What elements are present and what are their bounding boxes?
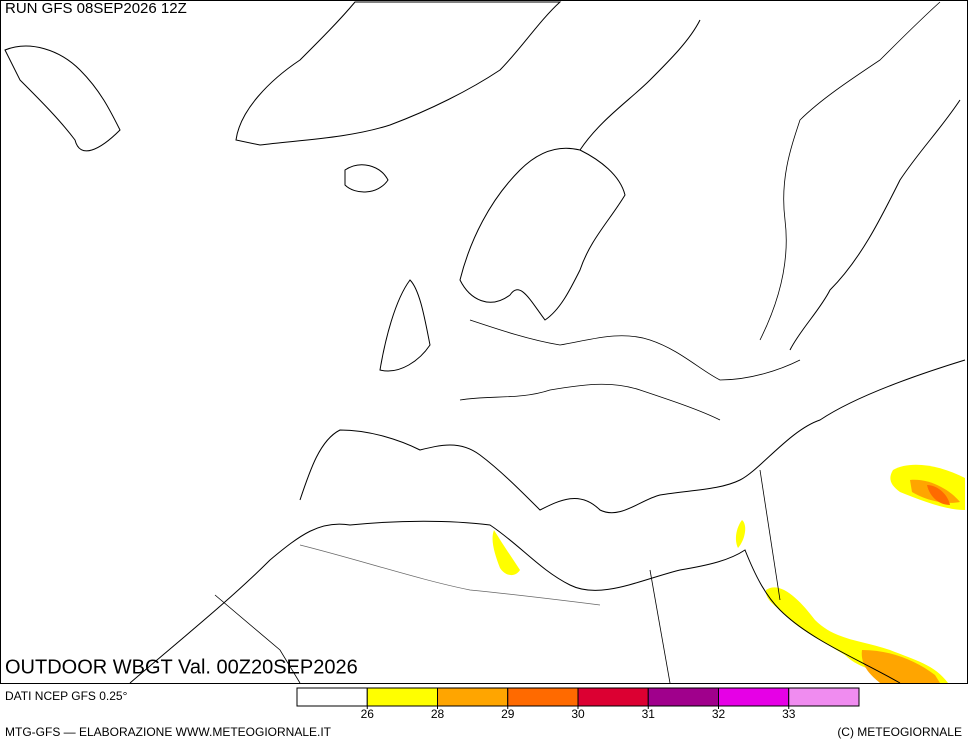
legend-tick-label: 32 (712, 707, 726, 721)
legend-swatch (577, 687, 649, 707)
legend-swatch (718, 687, 790, 707)
legend-swatch (507, 687, 579, 707)
map-outlines (4, 1, 966, 684)
legend-swatch (437, 687, 509, 707)
legend-tick-label: 31 (642, 707, 656, 721)
legend-tick-label: 30 (571, 707, 585, 721)
legend-swatch (296, 687, 368, 707)
legend-tick-label: 29 (501, 707, 515, 721)
color-legend: 26 28 29 30 31 32 33 (296, 687, 860, 721)
legend-swatch (788, 687, 860, 707)
legend-tick-label: 33 (782, 707, 796, 721)
map-title: OUTDOOR WBGT Val. 00Z20SEP2026 (5, 656, 358, 678)
legend-swatch (366, 687, 438, 707)
legend-tick-label: 28 (431, 707, 445, 721)
legend-swatch (647, 687, 719, 707)
run-label: RUN GFS 08SEP2026 12Z (5, 0, 187, 17)
credit-label: MTG-GFS — ELABORAZIONE WWW.METEOGIORNALE… (5, 725, 332, 739)
source-label: DATI NCEP GFS 0.25° (5, 689, 128, 703)
legend-tick-label: 26 (361, 707, 375, 721)
copyright-label: (C) METEOGIORNALE (837, 725, 962, 739)
map-shading (492, 464, 965, 683)
